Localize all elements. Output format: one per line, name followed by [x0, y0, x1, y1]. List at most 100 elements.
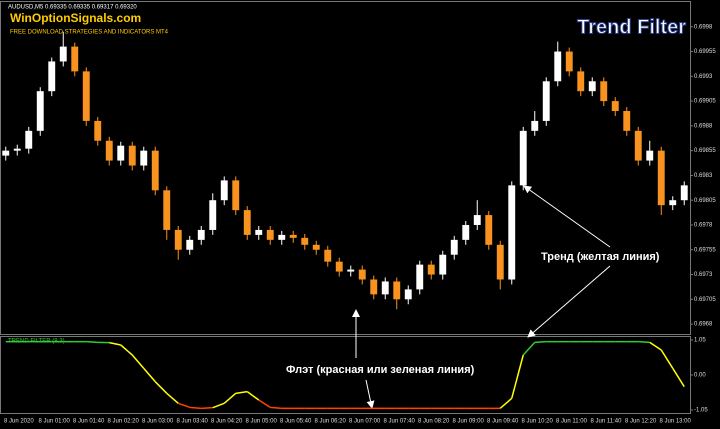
- annotation: Флэт (красная или зеленая линия): [286, 364, 475, 376]
- brand: WinOptionSignals.com: [10, 11, 141, 25]
- x-tick-label: 8 Jun 09:00: [453, 419, 485, 425]
- candle-body: [565, 51, 573, 72]
- candle-body: [301, 237, 309, 245]
- candle-body: [2, 150, 10, 156]
- candle-body: [554, 51, 562, 82]
- indicator-line: [86, 340, 98, 344]
- candle-body: [71, 46, 79, 72]
- candle-body: [496, 244, 504, 280]
- y-tick-label: 0.69805: [694, 198, 716, 204]
- y-tick-label: 1.05: [694, 338, 706, 344]
- candle-body: [117, 145, 125, 161]
- indicator-line: [660, 349, 674, 369]
- x-tick-label: 8 Jun 07:00: [349, 419, 381, 425]
- candle-body: [82, 71, 90, 121]
- candle-body: [473, 215, 481, 225]
- main-frame: [0, 1, 691, 335]
- candle-body: [48, 61, 56, 92]
- x-tick-label: 8 Jun 01:00: [39, 419, 71, 425]
- candle-body: [531, 120, 539, 131]
- candle-body: [255, 229, 263, 235]
- x-tick-label: 8 Jun 09:40: [487, 419, 519, 425]
- indicator-line: [511, 354, 524, 399]
- y-tick-label: 0.6998: [694, 24, 713, 30]
- candle-body: [94, 120, 102, 141]
- indicator-line: [672, 367, 685, 388]
- candle-body: [623, 111, 631, 131]
- candle-body: [128, 145, 136, 166]
- x-tick-label: 8 Jun 08:20: [418, 419, 450, 425]
- candle-body: [427, 264, 435, 275]
- indicator-line: [154, 381, 168, 394]
- y-tick-label: 0.69905: [694, 99, 716, 105]
- candle-body: [312, 244, 320, 250]
- candle-body: [174, 229, 182, 250]
- x-tick-label: 8 Jun 02:20: [108, 419, 140, 425]
- indicator-line: [109, 341, 121, 346]
- candle-body: [669, 200, 677, 206]
- candle-body: [324, 249, 332, 262]
- candle-body: [393, 281, 401, 300]
- candle-body: [370, 279, 378, 295]
- indicator-line: [499, 397, 513, 409]
- candle-body: [416, 264, 424, 290]
- candle-body: [657, 150, 665, 206]
- indicator-line: [246, 391, 260, 401]
- candle-body: [140, 150, 148, 166]
- candle-body: [462, 224, 470, 240]
- candle-body: [289, 234, 297, 238]
- brand-sub: FREE DOWNLOAD STRATEGIES AND INDICATORS …: [10, 30, 169, 36]
- indicator-line: [522, 341, 536, 356]
- indicator-line: [166, 392, 179, 404]
- candle-body: [485, 215, 493, 245]
- indicator-line: [649, 341, 662, 351]
- candle-body: [450, 239, 458, 255]
- x-tick-label: 8 Jun 06:20: [315, 419, 347, 425]
- x-tick-label: 8 Jun 07:40: [384, 419, 416, 425]
- chart-title: Trend Filter: [577, 16, 686, 38]
- candle-body: [197, 229, 205, 240]
- indicator-line: [212, 402, 225, 409]
- symbol-info: AUDUSD,M5 0.69335 0.69335 0.69317 0.6932…: [8, 5, 137, 11]
- candle-body: [439, 254, 447, 275]
- candle-body: [381, 281, 389, 295]
- candle-body: [611, 101, 619, 112]
- indicator-line: [534, 340, 547, 344]
- indicator-line: [223, 392, 237, 404]
- indicator-line: [131, 354, 145, 369]
- x-tick-label: 8 Jun 05:00: [246, 419, 278, 425]
- x-tick-label: 8 Jun 03:00: [142, 419, 174, 425]
- candle-body: [577, 71, 585, 92]
- candle-body: [634, 130, 642, 161]
- candle-body: [680, 185, 688, 201]
- candle-body: [519, 130, 527, 186]
- candle-body: [358, 269, 366, 280]
- x-tick-label: 8 Jun 01:40: [73, 419, 105, 425]
- indicator-line: [178, 402, 190, 409]
- candle-body: [13, 148, 21, 151]
- y-tick-label: -1.05: [694, 408, 708, 414]
- candle-body: [404, 289, 412, 300]
- candle-body: [105, 140, 113, 161]
- x-tick-label: 8 Jun 10:20: [522, 419, 554, 425]
- indicator-line: [143, 367, 156, 383]
- y-tick-label: 0.6988: [694, 123, 713, 129]
- candle-body: [588, 81, 596, 92]
- candle-body: [36, 91, 44, 131]
- candle-body: [600, 81, 608, 102]
- y-tick-label: 0.6978: [694, 223, 713, 229]
- candle-body: [646, 150, 654, 161]
- candle-body: [209, 200, 217, 230]
- indicator-line: [258, 399, 271, 408]
- arrow: [527, 265, 611, 338]
- y-tick-label: 0.6993: [694, 74, 713, 80]
- arrow: [365, 379, 375, 409]
- x-tick-label: 8 Jun 12:20: [625, 419, 657, 425]
- y-tick-label: 0.6983: [694, 173, 713, 179]
- candle-body: [347, 269, 355, 272]
- indicator-line: [120, 344, 133, 356]
- candle-body: [163, 190, 171, 230]
- candle-body: [278, 234, 286, 240]
